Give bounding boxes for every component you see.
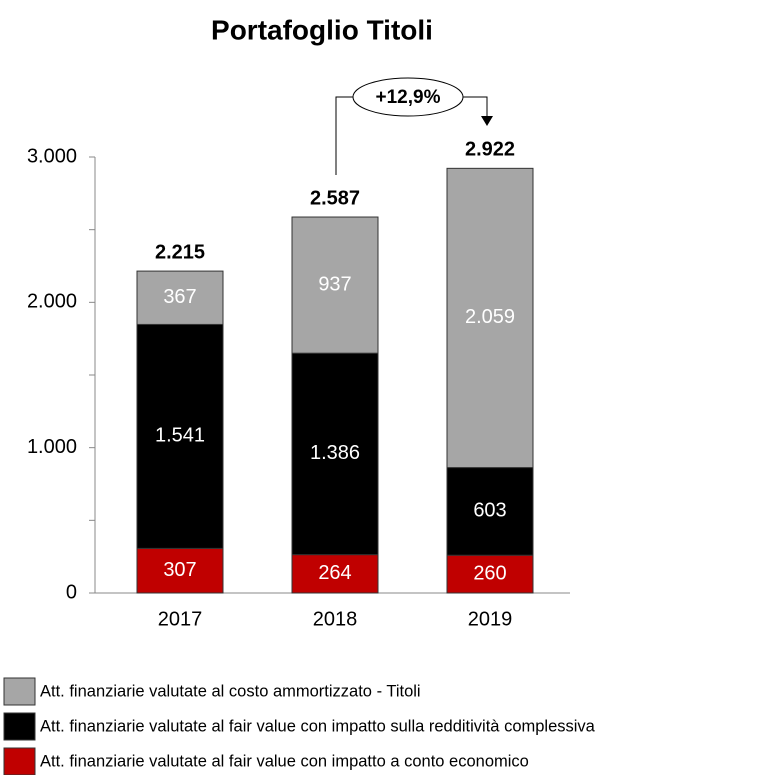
y-tick-label: 1.000 bbox=[27, 436, 77, 458]
y-tick-label: 2.000 bbox=[27, 291, 77, 313]
value-label: 2.059 bbox=[465, 306, 515, 328]
chart-title: Portafoglio Titoli bbox=[211, 14, 433, 45]
annotation-connector bbox=[335, 96, 488, 175]
total-label: 2.215 bbox=[155, 241, 205, 263]
legend-label: Att. finanziarie valutate al fair value … bbox=[40, 752, 529, 770]
value-label: 1.386 bbox=[310, 442, 360, 464]
value-label: 603 bbox=[473, 500, 506, 522]
legend-swatch bbox=[3, 677, 36, 706]
annotation: +12,9% bbox=[376, 87, 441, 108]
legend-label: Att. finanziarie valutate al costo ammor… bbox=[40, 682, 421, 700]
bar-segment bbox=[291, 554, 379, 594]
bar-segment bbox=[291, 352, 379, 556]
value-label: 1.541 bbox=[155, 425, 205, 447]
bar-segment bbox=[446, 467, 534, 556]
total-label: 2.587 bbox=[310, 187, 360, 209]
x-tick-label: 2018 bbox=[313, 608, 358, 630]
annotation-arrow bbox=[481, 116, 493, 126]
annotation-ellipse bbox=[352, 77, 464, 117]
bar-segment bbox=[291, 216, 379, 354]
legend-label: Att. finanziarie valutate al fair value … bbox=[40, 717, 596, 735]
x-tick-label: 2019 bbox=[468, 608, 513, 630]
total-label: 2.922 bbox=[465, 139, 515, 161]
y-tick-label: 3.000 bbox=[27, 145, 77, 167]
x-tick-label: 2017 bbox=[158, 608, 203, 630]
bar-segment bbox=[446, 167, 534, 469]
value-label: 264 bbox=[318, 562, 351, 584]
value-label: 307 bbox=[163, 559, 196, 581]
bar-segment bbox=[136, 270, 224, 325]
y-tick-label: 0 bbox=[66, 581, 77, 603]
value-label: 367 bbox=[163, 286, 196, 308]
value-label: 260 bbox=[473, 562, 506, 584]
legend-swatch bbox=[3, 747, 36, 775]
bar-segment bbox=[136, 547, 224, 594]
bar-segment bbox=[136, 323, 224, 549]
legend-swatch bbox=[3, 712, 36, 741]
value-label: 937 bbox=[318, 273, 351, 295]
